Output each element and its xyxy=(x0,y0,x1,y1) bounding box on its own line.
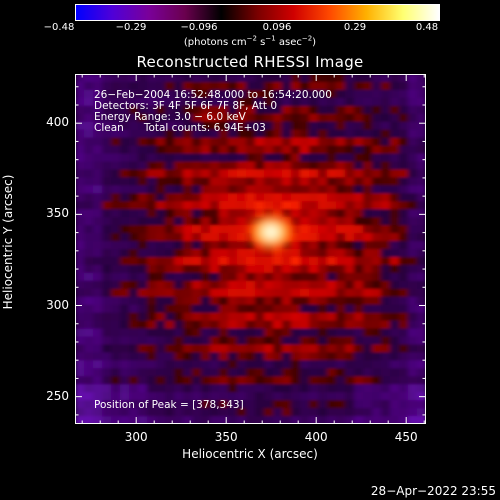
y-tick-label: 250 xyxy=(46,388,69,403)
y-tick-label: 300 xyxy=(46,297,69,312)
units-exp: −1 xyxy=(265,34,276,43)
info-energy-range: Energy Range: 3.0 − 6.0 keV xyxy=(94,111,247,123)
axis-ticks xyxy=(75,74,426,424)
y-axis-label: Heliocentric Y (arcsec) xyxy=(1,174,15,310)
colorbar-tick: 0.29 xyxy=(344,22,366,33)
x-tick-label: 450 xyxy=(394,430,418,444)
plot-frame xyxy=(75,74,426,424)
colorbar-tick-label: 0.48 xyxy=(415,22,439,33)
colorbar-tick-label: 0.29 xyxy=(343,22,367,33)
y-tick-label: 350 xyxy=(46,206,69,221)
colorbar-ticks: −0.48 −0.29 −0.096 0.096 0.29 0.48 xyxy=(0,22,500,36)
colorbar-tick: −0.48 xyxy=(44,22,75,33)
timestamp: 28−Apr−2022 23:55 xyxy=(370,484,496,498)
info-time-range: 26−Feb−2004 16:52:48.000 to 16:54:20.000 xyxy=(94,89,332,101)
peak-position: Position of Peak = [378,343] xyxy=(94,399,244,411)
info-counts: Clean Total counts: 6.94E+03 xyxy=(94,122,266,134)
units-exp: −2 xyxy=(301,34,313,43)
colorbar-tick-label: −0.096 xyxy=(180,22,218,33)
units-text: asec xyxy=(275,37,302,48)
x-tick-label: 400 xyxy=(304,430,328,444)
colorbar-tick: 0.096 xyxy=(263,22,292,33)
info-text: 26−Feb−2004 16:52:48.000 to 16:54:20.000… xyxy=(94,89,332,411)
units-text: s xyxy=(256,37,266,48)
y-tick-label: 400 xyxy=(46,115,69,130)
plot-title: Reconstructed RHESSI Image xyxy=(136,53,364,71)
units-text: ) xyxy=(312,37,317,48)
colorbar xyxy=(75,4,440,21)
x-tick-label: 350 xyxy=(214,430,238,444)
x-tick-label: 300 xyxy=(124,430,148,444)
colorbar-tick: 0.48 xyxy=(416,22,438,33)
units-text: (photons cm xyxy=(183,37,247,48)
colorbar-tick-label: −0.48 xyxy=(43,22,75,33)
x-axis-label: Heliocentric X (arcsec) xyxy=(182,447,318,461)
colorbar-tick-label: −0.29 xyxy=(115,22,147,33)
plot-area: 26−Feb−2004 16:52:48.000 to 16:54:20.000… xyxy=(75,74,426,424)
info-detectors: Detectors: 3F 4F 5F 6F 7F 8F, Att 0 xyxy=(94,100,277,112)
rhessi-image: 26−Feb−2004 16:52:48.000 to 16:54:20.000… xyxy=(75,74,426,424)
colorbar-tick-label: 0.096 xyxy=(262,22,292,33)
image-pixels xyxy=(75,74,426,424)
colorbar-tick: −0.096 xyxy=(180,22,217,33)
flare-source xyxy=(249,214,293,250)
colorbar-units: (photons cm−2 s−1 asec−2) xyxy=(0,34,500,48)
colorbar-tick: −0.29 xyxy=(116,22,147,33)
units-exp: −2 xyxy=(246,34,257,43)
